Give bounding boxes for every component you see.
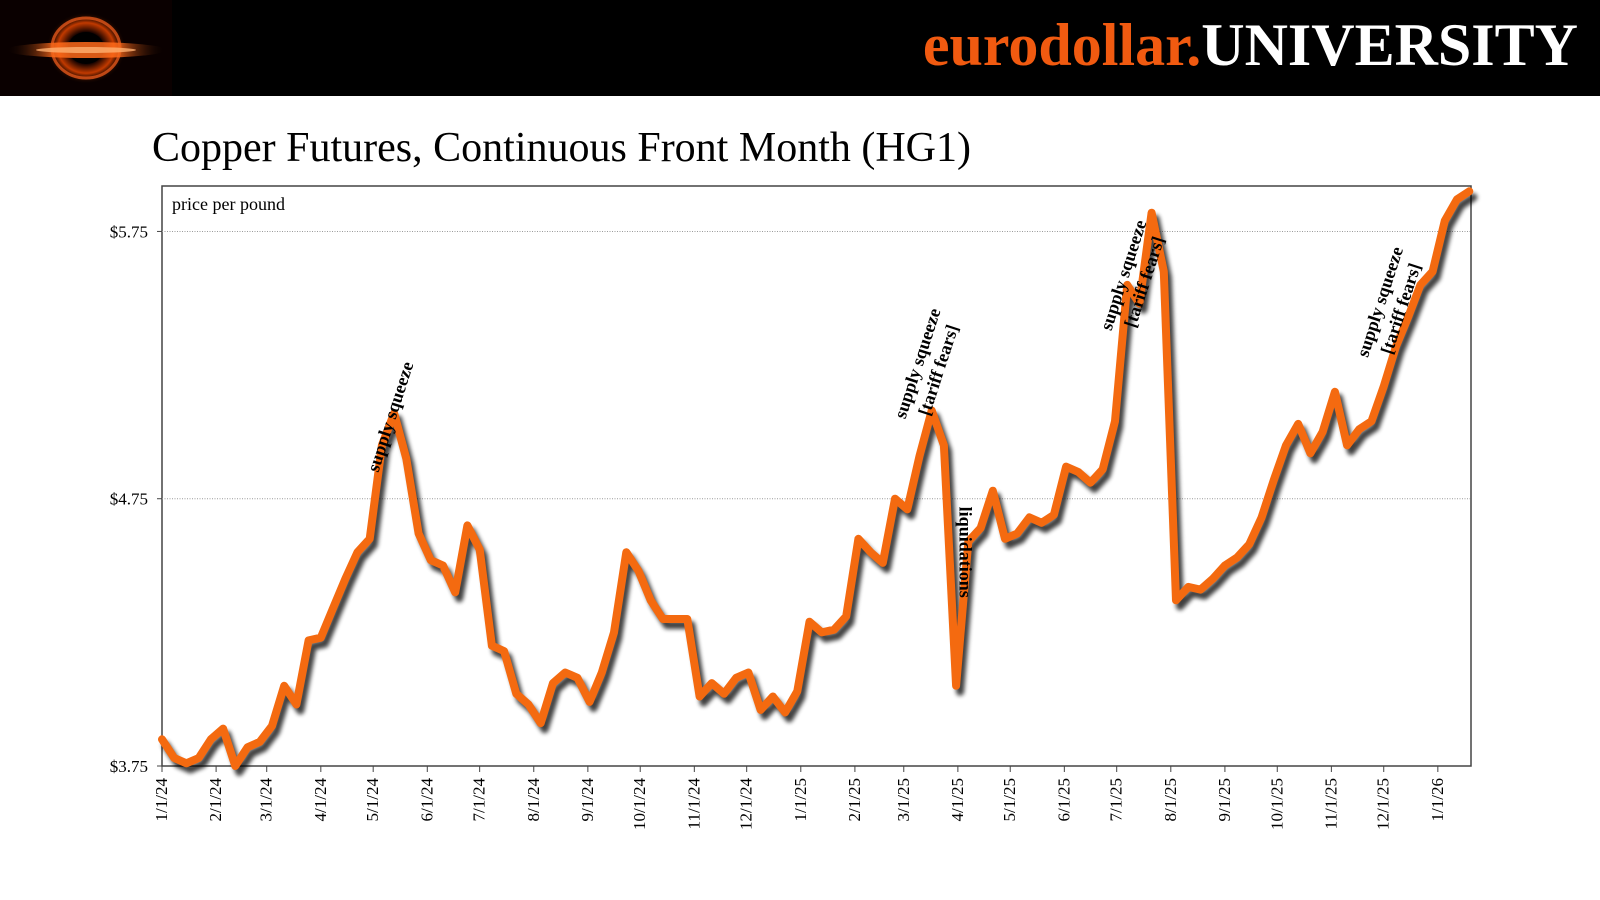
x-tick-label: 4/1/25 [948,778,967,821]
x-tick-label: 11/1/24 [684,778,703,830]
chart-title: Copper Futures, Continuous Front Month (… [152,125,971,171]
x-tick-label: 4/1/24 [311,778,330,822]
x-tick-label: 5/1/24 [363,778,382,822]
x-tick-label: 8/1/25 [1161,778,1180,821]
annotation-group: liquidations [956,507,976,598]
x-tick-label: 10/1/24 [630,778,649,830]
x-tick-label: 5/1/25 [1000,778,1019,821]
x-tick-label: 6/1/24 [417,778,436,822]
y-tick-label: $3.75 [110,757,148,776]
copper-price-line [158,187,1474,770]
x-tick-label: 7/1/24 [470,778,489,822]
x-tick-label: 7/1/25 [1107,778,1126,821]
x-tick-label: 2/1/24 [206,778,225,822]
x-tick-label: 3/1/24 [257,778,276,822]
x-tick-label: 1/1/24 [152,778,171,822]
x-tick-label: 9/1/25 [1215,778,1234,821]
eurodollar-university-logo-icon [0,0,172,96]
brand-wordmark-part1: eurodollar. [922,12,1202,78]
x-tick-label: 3/1/25 [894,778,913,821]
x-tick-label: 2/1/25 [845,778,864,821]
x-tick-label: 9/1/24 [578,778,597,822]
brand-wordmark-part2: UNIVERSITY [1201,12,1578,78]
x-tick-label: 1/1/25 [791,778,810,821]
x-tick-label: 10/1/25 [1267,778,1286,830]
x-tick-label: 6/1/25 [1054,778,1073,821]
x-tick-label: 11/1/25 [1321,778,1340,829]
y-tick-label: $4.75 [110,490,148,509]
x-tick-label: 12/1/25 [1374,778,1393,830]
header-bar: eurodollar.UNIVERSITY [0,0,1600,96]
y-tick-label: $5.75 [110,222,148,241]
y-axis-label: price per pound [172,194,285,214]
x-tick-label: 8/1/24 [524,778,543,822]
annotation-label: liquidations [956,507,976,598]
x-tick-label: 12/1/24 [737,778,756,830]
brand-wordmark: eurodollar.UNIVERSITY [923,10,1578,80]
x-tick-label: 1/1/26 [1428,778,1447,821]
